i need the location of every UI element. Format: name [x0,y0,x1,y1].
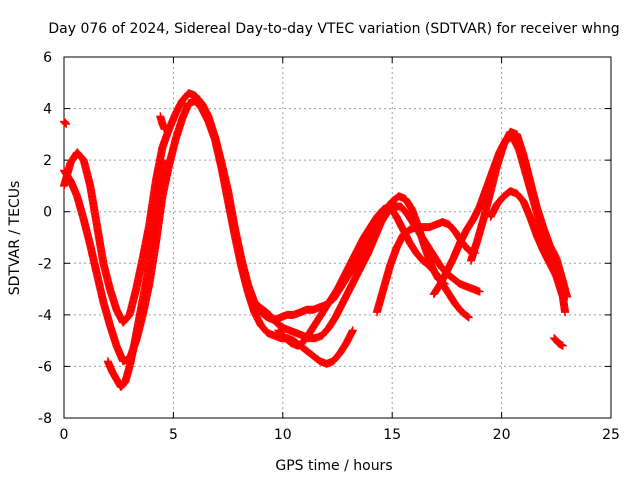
y-tick-label: -2 [38,256,52,272]
y-tick-label: 4 [43,102,52,118]
y-tick-label: 6 [43,50,52,66]
series-sat-track-8 [466,127,570,294]
data-point [558,341,567,350]
x-tick-label: 0 [60,427,69,443]
data-point [158,156,167,165]
series-sat-track-4 [245,202,484,343]
chart-title: Day 076 of 2024, Sidereal Day-to-day VTE… [48,21,619,37]
series-sat-track-11 [60,117,71,129]
y-tick-label: 0 [43,205,52,221]
y-tick-label: 2 [43,153,52,169]
series-sat-track-3 [103,156,167,392]
data-point [62,120,71,129]
data-point [160,125,169,134]
x-tick-label: 5 [169,427,178,443]
series-sat-track-12 [156,112,169,134]
series-sat-track-10 [550,334,567,350]
y-tick-label: -8 [38,411,52,427]
series-sat-track-9 [486,187,570,317]
y-axis-label: SDTVAR / TECUs [7,181,23,296]
y-tick-label: -6 [38,359,52,375]
plot-frame [63,56,612,419]
x-tick-label: 25 [602,427,620,443]
data-points [60,89,572,392]
x-tick-label: 20 [493,427,511,443]
y-tick-label: -4 [38,308,52,324]
data-point [463,312,472,321]
data-point [60,118,69,127]
x-tick-label: 15 [383,427,401,443]
data-point [464,313,473,322]
data-point [348,326,357,335]
data-point [462,311,471,320]
data-point [561,308,570,317]
data-point [475,287,484,296]
axis-ticks: 0 5 10 15 20 25 -8 -6 -4 -2 0 2 4 6 [38,50,620,443]
x-axis-label: GPS time / hours [275,458,392,474]
x-tick-label: 10 [274,427,292,443]
data-point [61,119,70,128]
